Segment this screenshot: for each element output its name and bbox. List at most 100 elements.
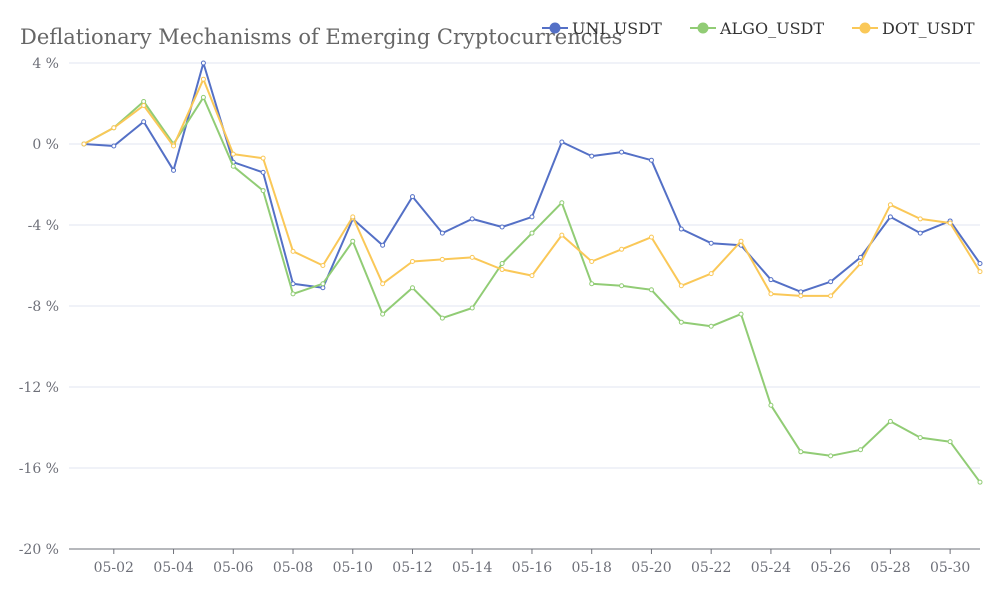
data-point[interactable] (798, 449, 804, 455)
data-point[interactable] (260, 188, 266, 194)
data-point[interactable] (200, 60, 206, 66)
data-point[interactable] (917, 216, 923, 222)
data-point[interactable] (439, 230, 445, 236)
data-point[interactable] (858, 260, 864, 266)
data-point[interactable] (678, 226, 684, 232)
data-point[interactable] (111, 143, 117, 149)
x-tick-label: 05-28 (870, 560, 910, 576)
data-point[interactable] (409, 258, 415, 264)
data-point[interactable] (230, 151, 236, 157)
data-point[interactable] (887, 418, 893, 424)
data-point[interactable] (200, 94, 206, 100)
x-tick-label: 05-12 (392, 560, 432, 576)
data-point[interactable] (708, 240, 714, 246)
y-tick-label: -16 % (19, 461, 59, 477)
legend-marker (549, 22, 561, 34)
data-point[interactable] (380, 281, 386, 287)
data-point[interactable] (828, 293, 834, 299)
data-point[interactable] (798, 289, 804, 295)
data-point[interactable] (320, 263, 326, 268)
data-point[interactable] (768, 277, 774, 283)
data-point[interactable] (589, 153, 595, 159)
series-lines (81, 60, 983, 485)
x-tick-label: 05-26 (810, 560, 850, 576)
legend-label: DOT_USDT (882, 19, 975, 38)
data-point[interactable] (559, 200, 565, 206)
data-point[interactable] (648, 157, 654, 163)
data-point[interactable] (200, 76, 206, 82)
data-point[interactable] (529, 230, 535, 236)
data-point[interactable] (708, 271, 714, 277)
data-point[interactable] (320, 285, 326, 291)
data-point[interactable] (977, 479, 983, 485)
data-point[interactable] (439, 256, 445, 262)
legend-item-ALGO_USDT[interactable]: ALGO_USDT (690, 19, 824, 38)
legend[interactable]: UNI_USDT ALGO_USDT DOT_USDT (542, 19, 975, 38)
data-point[interactable] (529, 214, 535, 220)
data-point[interactable] (738, 311, 744, 317)
x-tick-label: 05-24 (751, 560, 791, 576)
data-point[interactable] (409, 194, 415, 200)
data-point[interactable] (648, 234, 654, 240)
data-point[interactable] (589, 258, 595, 264)
data-point[interactable] (141, 98, 147, 104)
data-point[interactable] (648, 287, 654, 293)
data-point[interactable] (141, 103, 147, 109)
data-point[interactable] (768, 402, 774, 408)
data-point[interactable] (738, 238, 744, 244)
data-point[interactable] (678, 319, 684, 325)
data-point[interactable] (798, 293, 804, 299)
data-point[interactable] (499, 260, 505, 266)
data-point[interactable] (141, 119, 147, 125)
data-point[interactable] (768, 291, 774, 297)
data-point[interactable] (171, 143, 177, 149)
data-point[interactable] (171, 167, 177, 173)
data-point[interactable] (111, 125, 117, 131)
data-point[interactable] (320, 281, 326, 287)
data-point[interactable] (828, 453, 834, 459)
legend-item-DOT_USDT[interactable]: DOT_USDT (852, 19, 975, 38)
data-point[interactable] (559, 232, 565, 238)
data-point[interactable] (917, 230, 923, 236)
data-point[interactable] (290, 291, 296, 297)
data-point[interactable] (619, 283, 625, 289)
data-point[interactable] (81, 141, 87, 147)
x-tick-label: 05-06 (213, 560, 253, 576)
data-point[interactable] (828, 279, 834, 285)
data-point[interactable] (439, 315, 445, 321)
data-point[interactable] (260, 169, 266, 175)
data-point[interactable] (350, 214, 356, 220)
legend-item-UNI_USDT[interactable]: UNI_USDT (542, 19, 662, 38)
data-point[interactable] (917, 435, 923, 441)
data-point[interactable] (290, 281, 296, 287)
data-point[interactable] (499, 224, 505, 230)
data-point[interactable] (977, 269, 983, 275)
data-point[interactable] (499, 267, 505, 273)
x-tick-label: 05-18 (572, 560, 612, 576)
data-point[interactable] (559, 139, 565, 145)
data-point[interactable] (887, 214, 893, 220)
data-point[interactable] (887, 202, 893, 208)
data-point[interactable] (469, 305, 475, 311)
data-point[interactable] (409, 285, 415, 291)
data-point[interactable] (947, 439, 953, 445)
data-point[interactable] (230, 163, 236, 169)
data-point[interactable] (469, 254, 475, 260)
data-point[interactable] (708, 323, 714, 329)
x-tick-label: 05-16 (512, 560, 552, 576)
data-point[interactable] (350, 238, 356, 244)
data-point[interactable] (380, 311, 386, 317)
data-point[interactable] (469, 216, 475, 222)
data-point[interactable] (619, 246, 625, 252)
data-point[interactable] (380, 242, 386, 248)
data-point[interactable] (619, 149, 625, 155)
data-point[interactable] (947, 220, 953, 226)
data-point[interactable] (977, 260, 983, 266)
data-point[interactable] (589, 281, 595, 287)
data-point[interactable] (678, 283, 684, 289)
data-point[interactable] (260, 155, 266, 161)
data-point[interactable] (290, 248, 296, 254)
data-point[interactable] (858, 447, 864, 453)
data-point[interactable] (529, 273, 535, 279)
series-UNI_USDT (81, 60, 983, 295)
